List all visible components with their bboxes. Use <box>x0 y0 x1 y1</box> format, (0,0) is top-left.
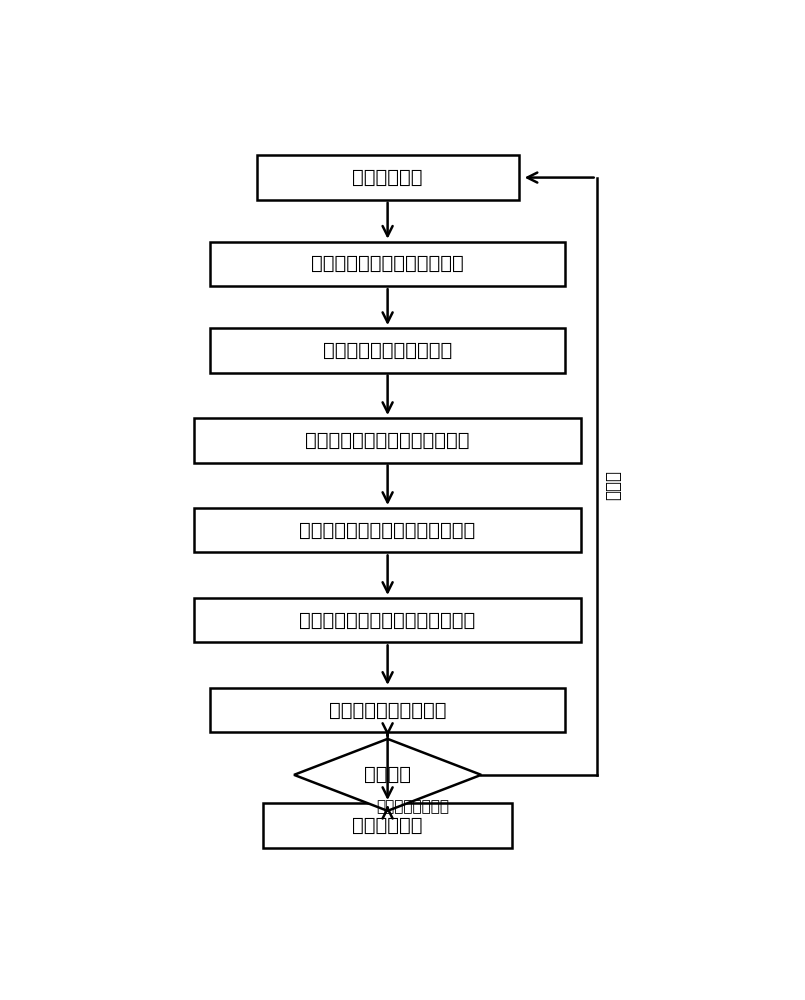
Text: 成立评估小组: 成立评估小组 <box>353 168 423 187</box>
Text: 明确路堑高边坡评估对象: 明确路堑高边坡评估对象 <box>323 341 452 360</box>
Polygon shape <box>294 739 481 811</box>
Bar <box>194 508 581 552</box>
Text: 不通过: 不通过 <box>605 470 622 500</box>
Text: 编制总体风险评估报告: 编制总体风险评估报告 <box>329 701 446 720</box>
Bar <box>257 155 518 200</box>
Text: 收集勘察设计文件、现场调查: 收集勘察设计文件、现场调查 <box>312 254 464 273</box>
Bar <box>194 598 581 642</box>
Text: 报告评审: 报告评审 <box>364 765 411 784</box>
Text: 建立评估指标体系及重要性排序: 建立评估指标体系及重要性排序 <box>305 431 470 450</box>
Text: 确定权重系数、计算评估指标分值: 确定权重系数、计算评估指标分值 <box>299 521 476 540</box>
Bar <box>262 803 513 848</box>
Bar <box>194 418 581 463</box>
Text: 评估指标得分汇总、风险等级划分: 评估指标得分汇总、风险等级划分 <box>299 611 476 630</box>
Bar <box>210 242 565 286</box>
Text: 最终评估报告: 最终评估报告 <box>353 816 423 835</box>
Text: 通过或修改后通过: 通过或修改后通过 <box>376 799 449 814</box>
Bar <box>210 328 565 373</box>
Bar <box>210 688 565 732</box>
